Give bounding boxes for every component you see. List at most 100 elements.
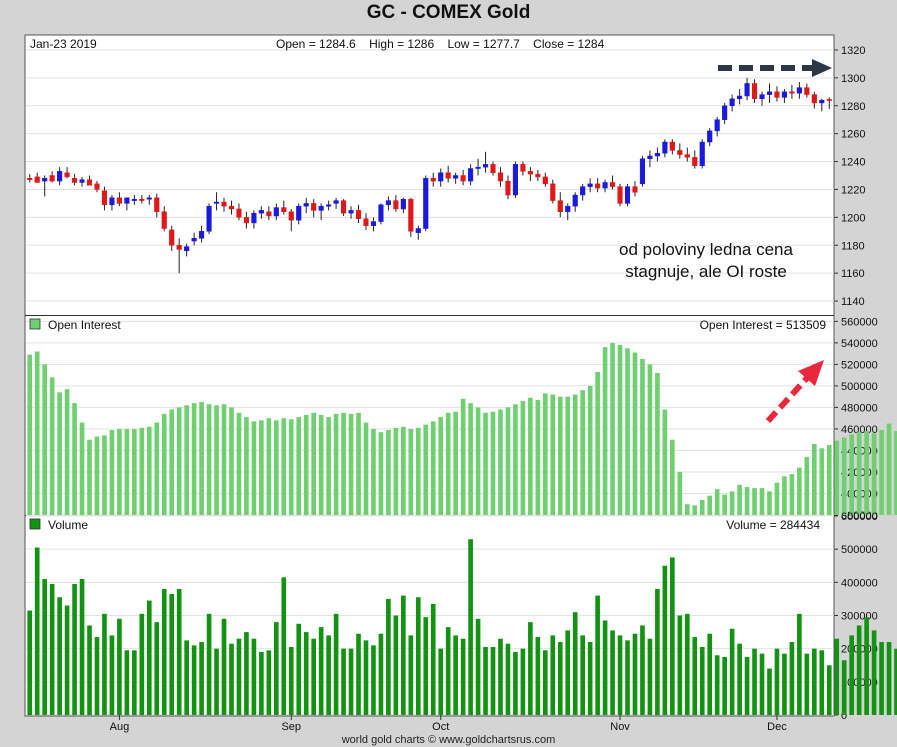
volume-bar [610, 630, 615, 715]
oi-bar [87, 439, 92, 515]
volume-axis-tick-label: 300000 [841, 611, 878, 623]
oi-bar [42, 364, 47, 515]
oi-bar [318, 414, 324, 515]
candle-body [811, 94, 817, 104]
oi-bar [804, 456, 810, 515]
oi-bar [737, 484, 742, 515]
flat-price-arrow [718, 59, 832, 77]
oi-bar [221, 404, 227, 515]
volume-bar [34, 547, 40, 715]
oi-bar [834, 440, 840, 515]
candle-body [789, 91, 795, 94]
price-axis-tick-label: 1220 [841, 184, 865, 196]
candle-body [624, 186, 631, 204]
candle-body [49, 175, 55, 182]
candle-body [116, 197, 122, 204]
price-axis-tick-label: 1200 [841, 212, 865, 224]
volume-bar [632, 633, 638, 715]
candle-body [572, 194, 578, 207]
oi-bar [535, 399, 541, 515]
volume-bar [333, 613, 339, 715]
candle-body [348, 210, 354, 214]
volume-bar [640, 625, 645, 715]
volume-bar [191, 645, 197, 715]
candle-body [737, 95, 743, 100]
volume-legend-swatch [29, 518, 41, 530]
volume-bar [161, 588, 167, 715]
volume-bar [244, 632, 249, 715]
oi-bar [849, 434, 854, 515]
candle-body [199, 231, 205, 239]
oi-bar [684, 504, 690, 515]
oi-bar [767, 491, 772, 515]
candle-body [826, 99, 832, 101]
candle-body [243, 217, 249, 224]
oi-bar [528, 397, 533, 515]
volume-bar [812, 648, 817, 715]
oi-bar [34, 351, 40, 515]
volume-bar [483, 647, 488, 715]
volume-bar [707, 633, 713, 715]
volume-bar [132, 650, 137, 715]
rising-oi-arrow [765, 360, 824, 424]
volume-bar [468, 539, 473, 715]
oi-bar [154, 422, 160, 515]
price-axis-tick-label: 1320 [841, 45, 865, 57]
candle-body [759, 94, 765, 100]
oi-bar [244, 417, 249, 515]
oi-bar [251, 421, 257, 515]
volume-bar [423, 617, 429, 715]
oi-bar [587, 385, 593, 515]
oi-bar [117, 428, 122, 515]
candle-body [804, 87, 810, 95]
candle-body [639, 158, 646, 185]
candle-body [744, 83, 750, 97]
oi-bar [894, 431, 897, 515]
volume-bar [789, 642, 795, 715]
candle-body [505, 180, 511, 196]
oi-bar [296, 417, 302, 515]
candle-body [729, 98, 735, 107]
volume-bar [184, 640, 189, 715]
volume-bar [199, 642, 204, 715]
candle-body [512, 164, 518, 196]
volume-bar [146, 600, 152, 715]
oi-bar [871, 433, 877, 515]
volume-bar [415, 597, 421, 715]
oi-bar [692, 505, 698, 515]
candle-body [408, 198, 414, 232]
candle-body [617, 186, 623, 204]
oi-bar [453, 411, 458, 515]
candle-body [595, 183, 601, 189]
volume-bar [326, 635, 331, 715]
oi-bar [199, 402, 204, 515]
candle-body [677, 150, 683, 155]
oi-bar [647, 364, 653, 515]
candle-body [684, 154, 690, 158]
price-axis-tick-label: 1240 [841, 157, 865, 169]
volume-bar [774, 648, 780, 715]
volume-bar [602, 620, 608, 715]
price-axis-tick-label: 1180 [841, 240, 865, 252]
oi-legend-swatch [29, 318, 41, 330]
x-axis-tick-label: Sep [281, 721, 301, 733]
candle-body [796, 87, 802, 94]
volume-bar [206, 613, 212, 715]
volume-bar [520, 648, 526, 715]
candle-body [303, 203, 309, 207]
oi-bar [288, 419, 294, 515]
annotation-line-1: od poloviny ledna cena [619, 240, 793, 259]
volume-bar [274, 622, 279, 715]
oi-bar [356, 412, 361, 515]
candle-body [221, 201, 227, 207]
volume-bar [318, 627, 324, 715]
volume-bar [662, 565, 668, 715]
volume-bar [826, 665, 832, 715]
oi-bar [348, 413, 354, 515]
oi-bar [475, 407, 481, 515]
oi-bar [722, 494, 727, 515]
volume-bar [490, 647, 496, 715]
volume-bar [655, 588, 660, 715]
candle-body [176, 245, 182, 250]
